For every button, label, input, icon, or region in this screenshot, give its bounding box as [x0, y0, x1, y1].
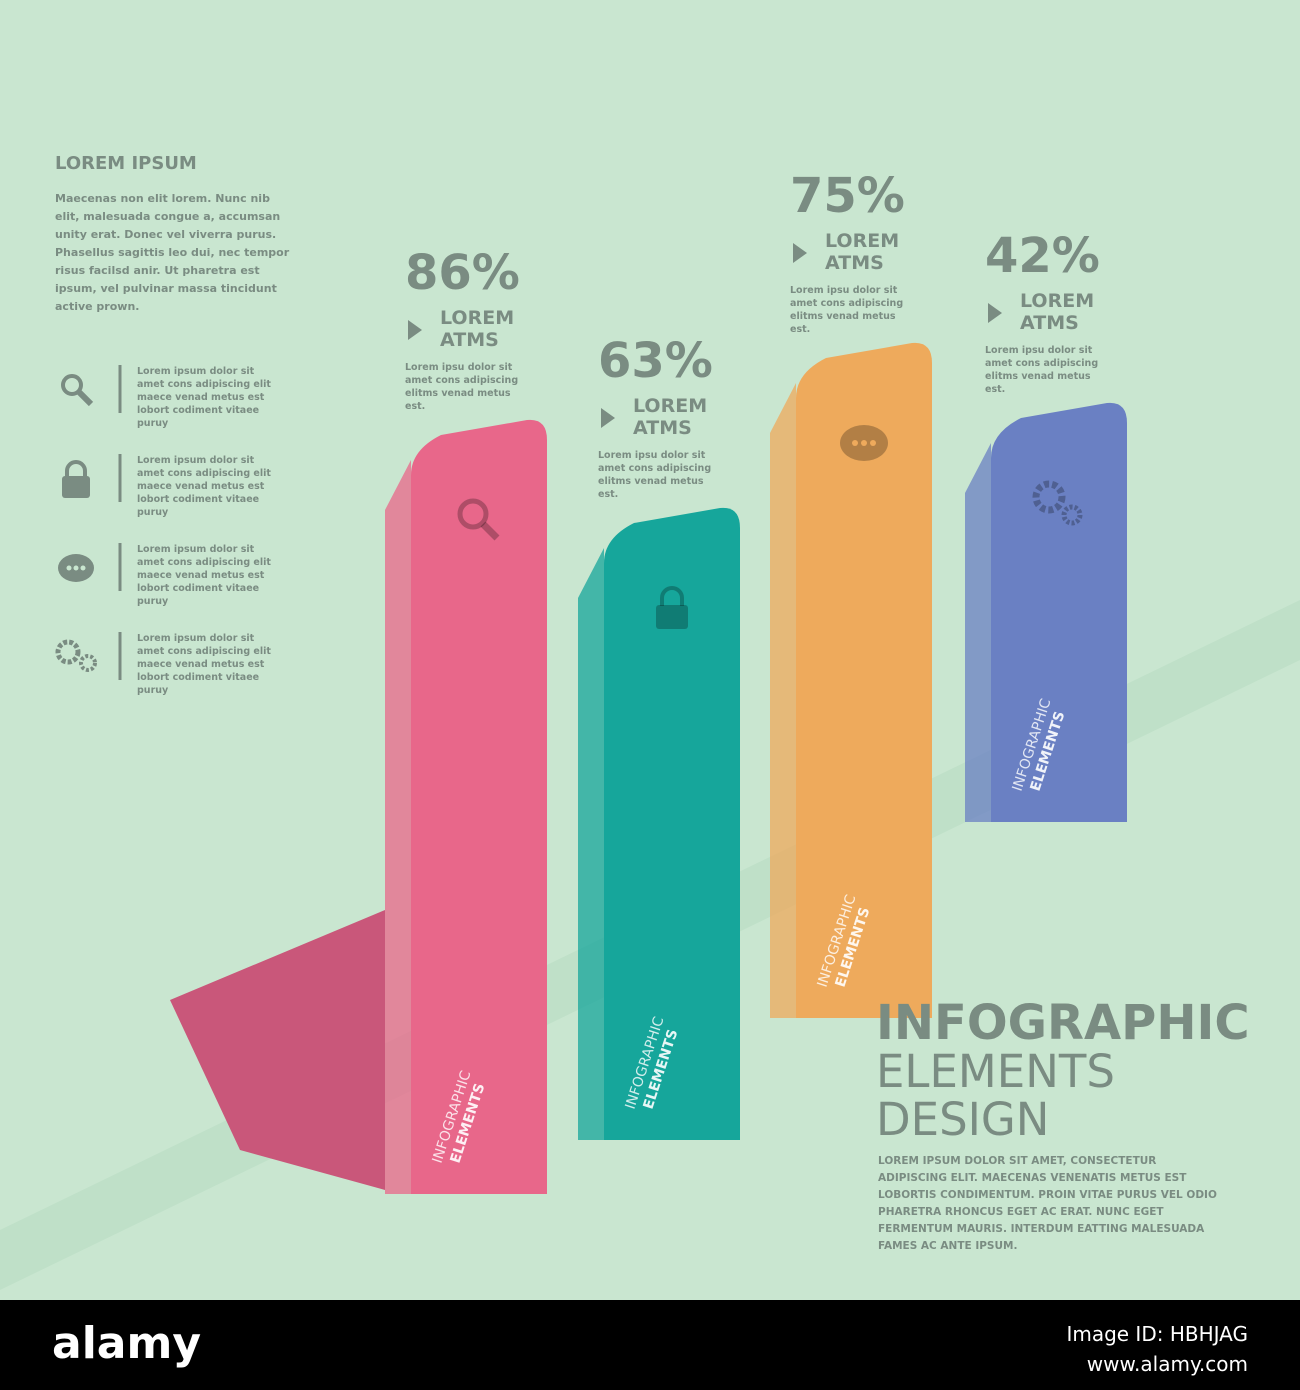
icon [80, 565, 86, 571]
footer-line1: INFOGRAPHIC [876, 995, 1250, 1051]
bar-icon [656, 605, 688, 629]
description: Lorem ipsu dolor sit amet cons adipiscin… [405, 362, 519, 412]
description: Lorem ipsu dolor sit amet cons adipiscin… [790, 285, 904, 335]
bar-icon [457, 498, 489, 530]
value-label: 75% [790, 168, 905, 224]
bar-side [965, 443, 991, 822]
pointer [988, 303, 1002, 323]
bar-icon [660, 586, 684, 606]
footer-line3: DESIGN [876, 1093, 1050, 1146]
icon [65, 460, 87, 477]
footer-line2: ELEMENTS [876, 1045, 1115, 1098]
icon [73, 565, 79, 571]
footer-text: LOREM IPSUM DOLOR SIT AMET, CONSECTETUR … [878, 1155, 1217, 1252]
pointer [408, 320, 422, 340]
icon [62, 476, 90, 498]
value-label: 42% [985, 228, 1100, 284]
icon [66, 565, 72, 571]
description: Lorem ipsu dolor sit amet cons adipiscin… [598, 450, 712, 500]
bar-icon [1032, 480, 1066, 514]
bar-foot [991, 780, 1127, 822]
feature-text: Lorem ipsum dolor sit amet cons adipisci… [137, 544, 271, 607]
bar-side [578, 548, 604, 1140]
watermark-bar: alamy Image ID: HBHJAG www.alamy.com [0, 1300, 1300, 1390]
feature-text: Lorem ipsum dolor sit amet cons adipisci… [137, 633, 271, 696]
chart: INFOGRAPHICELEMENTSINFOGRAPHICELEMENTSIN… [55, 243, 1127, 1194]
bar-icon [870, 440, 876, 446]
icon [61, 374, 83, 396]
icon [79, 654, 97, 672]
feature-text: Lorem ipsum dolor sit amet cons adipisci… [137, 455, 271, 518]
bar [991, 402, 1127, 781]
bar-side [385, 460, 411, 1194]
category-label: LOREM ATMS [825, 230, 900, 274]
bar-icon [480, 521, 500, 541]
description: Lorem ipsu dolor sit amet cons adipiscin… [985, 345, 1099, 395]
category-label: LOREM ATMS [440, 307, 515, 351]
feature-text: Lorem ipsum dolor sit amet cons adipisci… [137, 366, 271, 429]
watermark-id: Image ID: HBHJAG [1066, 1322, 1248, 1346]
icon [76, 389, 94, 407]
bar [796, 342, 932, 1018]
value-label: 63% [598, 333, 713, 389]
category-label: LOREM ATMS [633, 395, 708, 439]
sidebar-text: Maecenas non elit lorem. Nunc nib elit, … [55, 192, 290, 313]
bar-icon [861, 440, 867, 446]
pointer [601, 408, 615, 428]
bar-icon [852, 440, 858, 446]
sidebar-title: LOREM IPSUM [55, 153, 197, 174]
pointer [793, 243, 807, 263]
watermark-url: www.alamy.com [1086, 1352, 1248, 1376]
bar-foot [604, 1074, 740, 1140]
value-label: 86% [405, 245, 520, 301]
bar [604, 507, 740, 1075]
bar-icon [1061, 504, 1083, 526]
bar [411, 419, 547, 1194]
icon [55, 639, 81, 665]
pink-floor [170, 910, 385, 1190]
watermark-logo: alamy [52, 1318, 201, 1369]
category-label: LOREM ATMS [1020, 290, 1095, 334]
bar-side [770, 383, 796, 1018]
